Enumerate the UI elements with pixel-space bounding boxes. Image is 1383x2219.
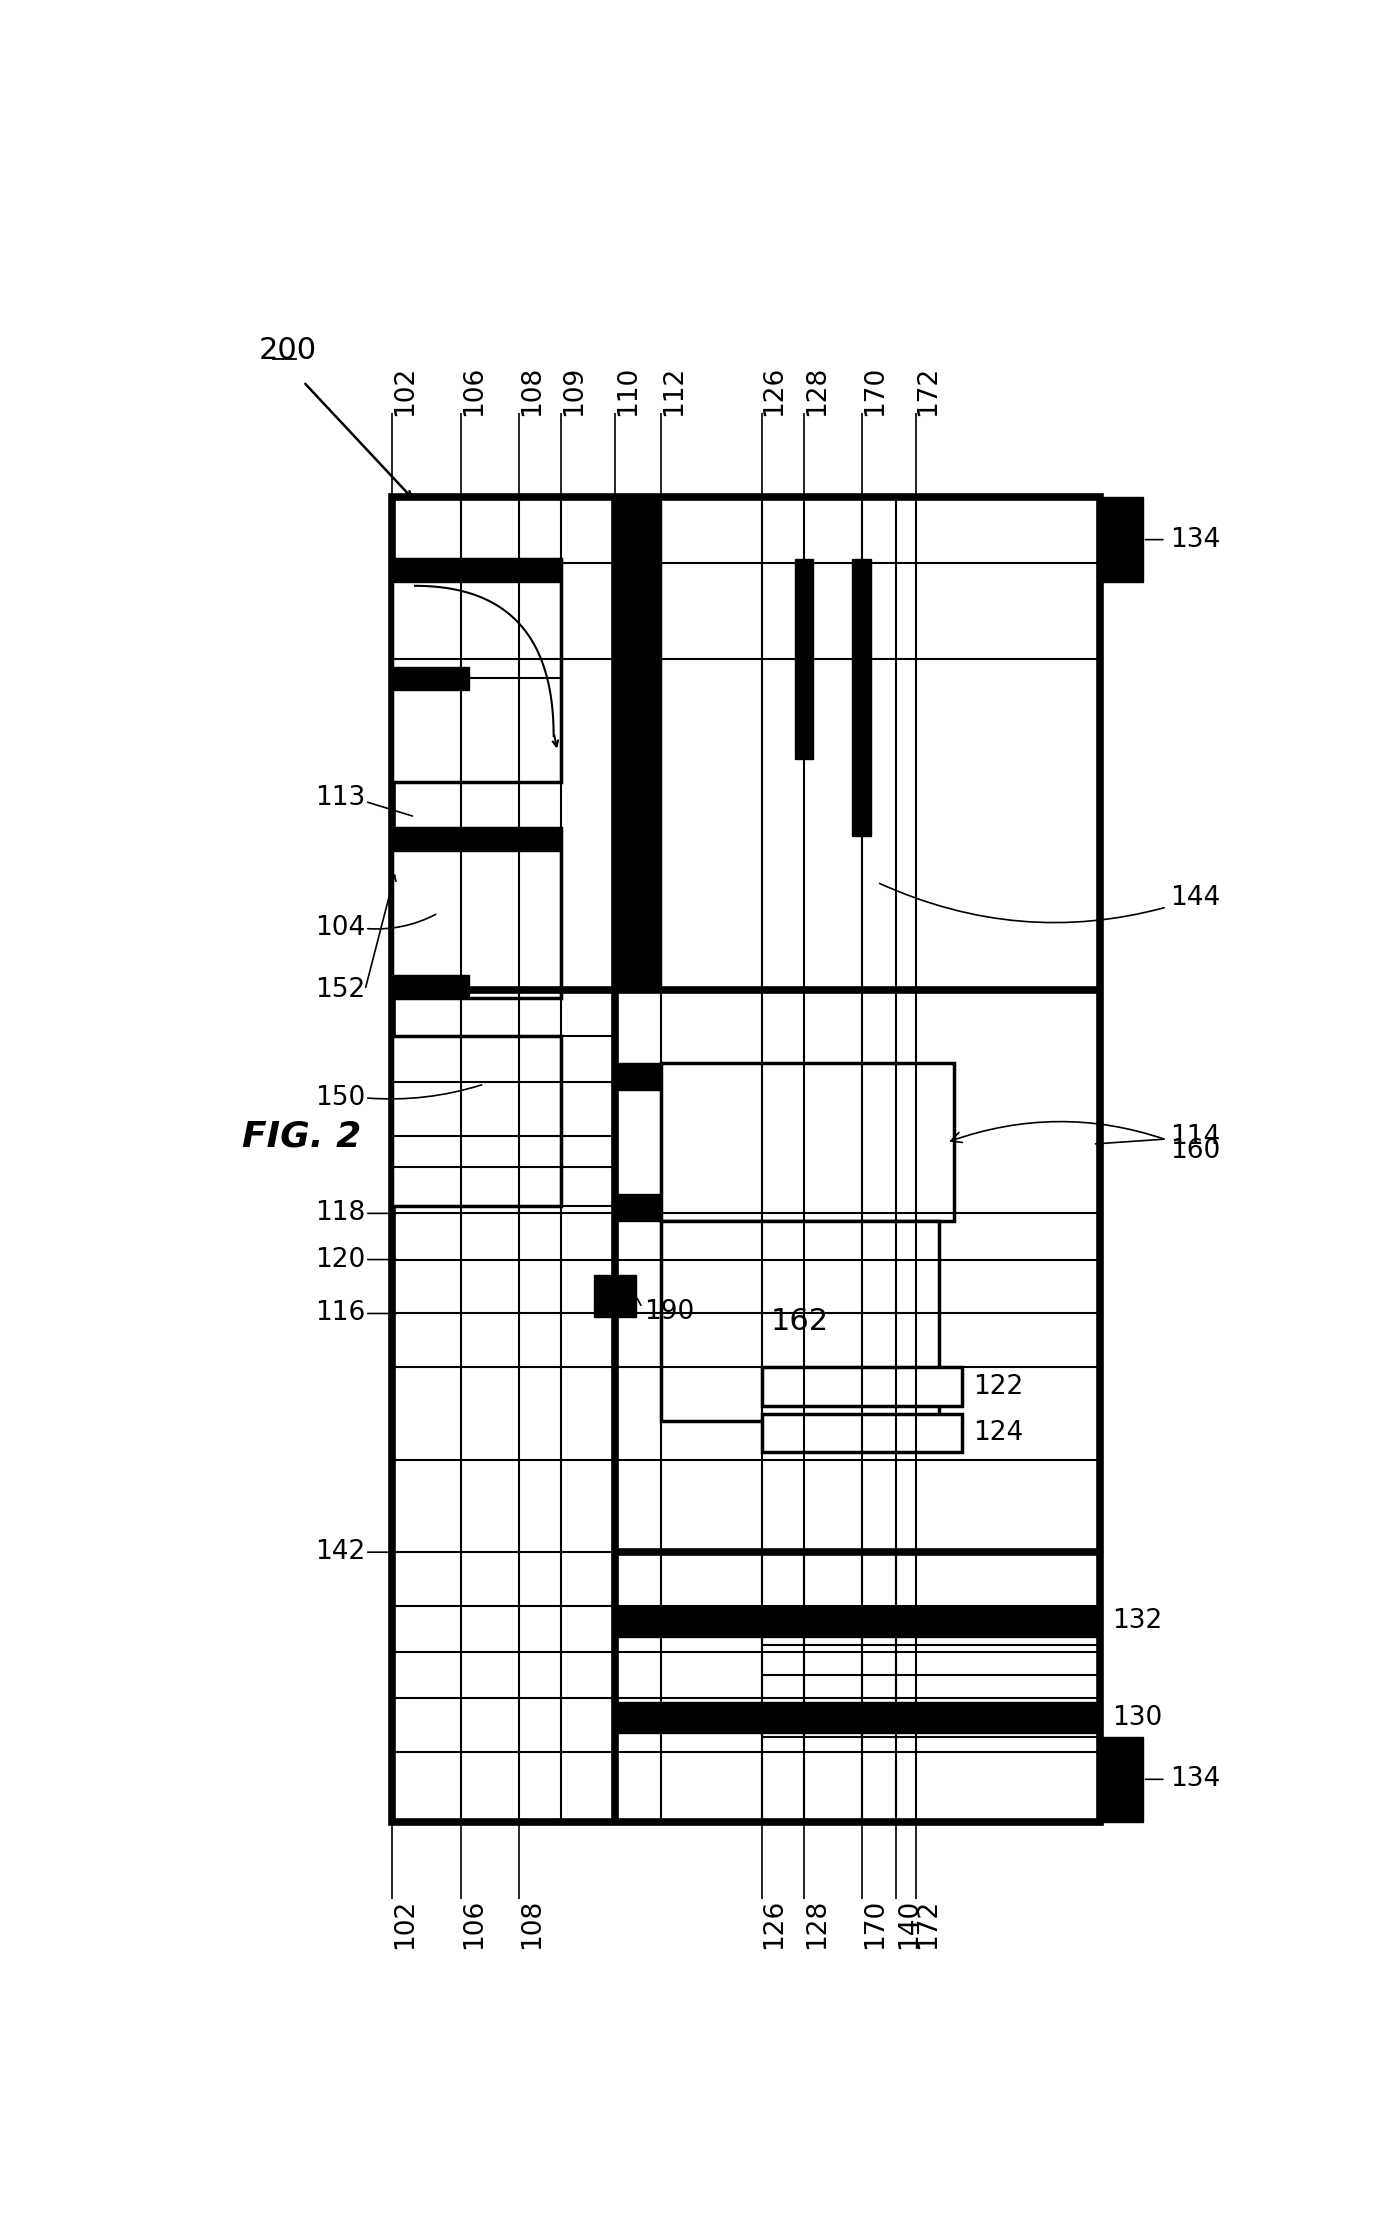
Text: 160: 160 (950, 1121, 1220, 1165)
Text: 102: 102 (391, 366, 418, 417)
Text: 108: 108 (519, 1899, 545, 1948)
Bar (661, 1063, 954, 1220)
Text: 102: 102 (391, 1899, 418, 1948)
Text: 112: 112 (661, 366, 687, 417)
Text: 120: 120 (315, 1247, 365, 1271)
Bar (615, 1194, 661, 1220)
Text: 104: 104 (315, 916, 365, 941)
Bar (391, 828, 561, 999)
Text: 200: 200 (259, 337, 317, 366)
Text: 134: 134 (1170, 526, 1220, 553)
Text: FIG. 2: FIG. 2 (242, 1118, 361, 1154)
Bar (615, 1702, 1101, 1733)
Bar (615, 1607, 1101, 1638)
Bar (593, 1276, 636, 1318)
Bar (391, 559, 561, 581)
Text: 106: 106 (462, 1899, 487, 1948)
Bar (1101, 497, 1142, 581)
Text: 128: 128 (804, 1899, 830, 1948)
Bar (852, 559, 871, 837)
Text: 126: 126 (762, 1899, 787, 1948)
Text: 108: 108 (519, 366, 545, 417)
Text: 128: 128 (804, 366, 830, 417)
Text: 132: 132 (1112, 1609, 1162, 1635)
Text: 110: 110 (615, 366, 642, 417)
Bar (615, 1063, 661, 1090)
Text: 170: 170 (862, 1899, 888, 1948)
Bar (615, 497, 661, 990)
Text: 113: 113 (315, 786, 365, 810)
Text: 152: 152 (315, 976, 365, 1003)
Text: 124: 124 (974, 1420, 1023, 1447)
Bar (795, 559, 813, 759)
Text: 116: 116 (315, 1300, 365, 1327)
Text: 134: 134 (1170, 1766, 1220, 1793)
Text: 114: 114 (1095, 1125, 1220, 1149)
Bar (391, 828, 561, 852)
Bar (1101, 1737, 1142, 1822)
Bar (391, 497, 1101, 1822)
Text: 190: 190 (643, 1298, 694, 1325)
Bar (762, 1367, 961, 1407)
Text: 130: 130 (1112, 1704, 1162, 1731)
Text: 106: 106 (462, 366, 487, 417)
Text: 122: 122 (974, 1374, 1023, 1400)
Bar (391, 666, 469, 690)
Bar (661, 1220, 939, 1422)
Text: 162: 162 (770, 1307, 828, 1336)
Text: 170: 170 (862, 366, 888, 417)
Text: 118: 118 (315, 1200, 365, 1227)
Text: 142: 142 (315, 1540, 365, 1564)
Text: 150: 150 (315, 1085, 365, 1112)
Text: 126: 126 (762, 366, 787, 417)
Text: 144: 144 (880, 883, 1220, 923)
Bar (391, 559, 561, 781)
Bar (762, 1414, 961, 1451)
Text: 140: 140 (896, 1899, 922, 1948)
Text: 172: 172 (916, 1899, 942, 1948)
Text: 172: 172 (916, 366, 942, 417)
Bar (391, 974, 469, 999)
Text: 109: 109 (561, 366, 588, 417)
Bar (391, 1036, 561, 1205)
